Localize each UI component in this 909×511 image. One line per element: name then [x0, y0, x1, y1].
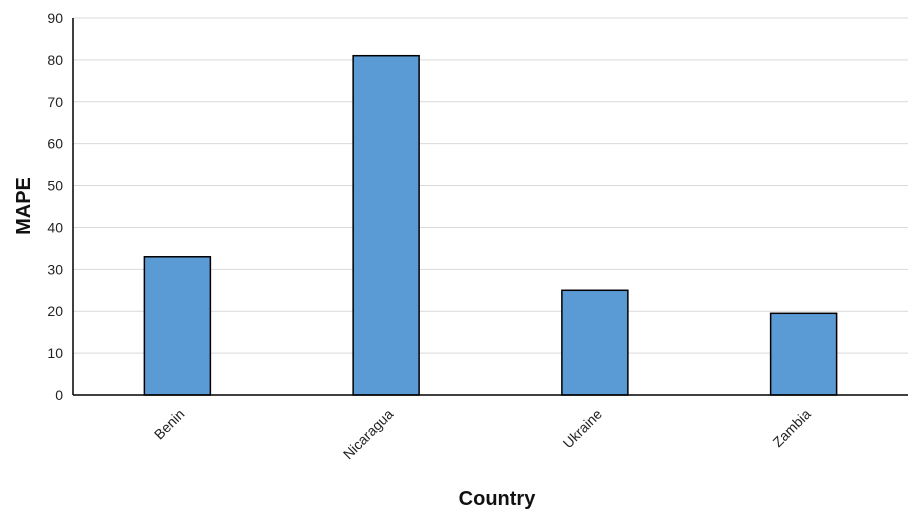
y-tick-labels: 0 10 20 30 40 50 60 70 80 90: [47, 10, 63, 403]
y-tick-label: 60: [47, 136, 63, 152]
y-tick-label: 50: [47, 178, 63, 194]
axes: [72, 18, 908, 396]
x-tick-label: Ukraine: [560, 406, 606, 452]
x-axis-title: Country: [459, 488, 537, 510]
gridlines: [73, 17, 908, 354]
y-tick-label: 10: [47, 345, 63, 361]
y-tick-label: 40: [47, 219, 63, 235]
y-tick-label: 20: [47, 303, 63, 319]
x-tick-label: Zambia: [769, 406, 813, 450]
x-tick-labels: Benin Nicaragua Ukraine Zambia: [151, 406, 814, 463]
y-tick-label: 70: [47, 94, 63, 110]
x-tick-label: Benin: [151, 406, 188, 443]
y-axis-title: MAPE: [13, 177, 35, 235]
bar-ukraine: [561, 289, 629, 396]
y-tick-label: 0: [55, 387, 63, 403]
bar-nicaragua: [352, 54, 420, 396]
y-tick-label: 80: [47, 52, 63, 68]
y-tick-label: 30: [47, 261, 63, 277]
bar-benin: [143, 256, 212, 396]
bars: [143, 54, 838, 396]
x-tick-label: Nicaragua: [340, 406, 397, 463]
bar-zambia: [769, 312, 838, 396]
y-tick-label: 90: [47, 10, 63, 26]
